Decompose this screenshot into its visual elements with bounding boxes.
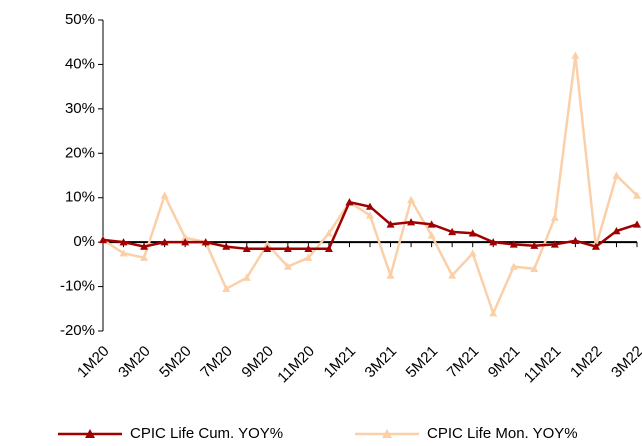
point-marker [489, 309, 498, 317]
point-marker [283, 244, 292, 253]
legend-label: CPIC Life Cum. YOY% [130, 425, 283, 442]
y-tick-label: 30% [65, 100, 95, 117]
point-marker [550, 213, 559, 221]
x-tick-label: 1M21 [321, 343, 360, 382]
point-marker [201, 238, 210, 246]
point-marker [386, 220, 395, 228]
y-tick-label: -20% [60, 322, 95, 339]
y-tick-label: 40% [65, 55, 95, 72]
point-marker [468, 229, 477, 237]
legend-label: CPIC Life Mon. YOY% [427, 425, 578, 442]
x-tick-label: 3M22 [608, 343, 642, 382]
point-marker [119, 249, 128, 257]
point-marker [571, 236, 580, 245]
x-tick-label: 9M21 [485, 343, 524, 382]
point-marker [222, 242, 231, 250]
point-marker [633, 220, 641, 228]
point-marker [571, 51, 580, 59]
point-marker [550, 240, 559, 248]
point-marker [160, 238, 169, 246]
point-marker [263, 240, 272, 248]
point-marker [119, 238, 128, 246]
x-tick-label: 1M20 [74, 343, 113, 382]
point-marker [304, 253, 313, 261]
y-tick-label: 20% [65, 144, 95, 161]
point-marker [612, 227, 621, 235]
point-marker [99, 235, 107, 244]
point-marker [489, 238, 498, 246]
point-marker [448, 227, 457, 236]
x-tick-label: 3M21 [362, 343, 401, 382]
point-marker [468, 249, 477, 257]
x-tick-label: 11M21 [521, 343, 565, 387]
point-marker [386, 271, 395, 279]
point-marker [407, 218, 416, 226]
point-marker [407, 195, 416, 204]
point-marker [324, 244, 333, 253]
point-marker [181, 233, 190, 241]
point-marker [591, 242, 600, 250]
point-marker [140, 253, 149, 261]
legend-marker [382, 429, 392, 438]
point-marker [530, 264, 539, 272]
x-tick-label: 1M22 [567, 343, 606, 382]
point-marker [263, 244, 272, 253]
point-marker [366, 211, 374, 219]
point-marker [242, 244, 251, 253]
point-marker [242, 273, 251, 281]
y-tick-label: -10% [60, 278, 95, 295]
x-tick-label: 5M20 [156, 343, 195, 382]
point-marker [181, 238, 190, 246]
x-tick-label: 7M21 [444, 343, 483, 382]
point-marker [509, 240, 518, 248]
series-line [102, 55, 638, 317]
point-marker [160, 191, 169, 199]
legend-marker [85, 429, 95, 438]
point-marker [530, 241, 539, 249]
point-marker [427, 231, 436, 239]
point-marker [612, 171, 621, 179]
point-marker [345, 198, 354, 206]
point-marker [222, 284, 231, 292]
point-marker [366, 202, 374, 210]
point-marker [324, 229, 333, 237]
point-marker [427, 220, 436, 228]
y-tick-label: 0% [73, 233, 95, 250]
point-marker [633, 191, 641, 199]
point-marker [140, 242, 149, 250]
point-marker [283, 262, 292, 270]
x-tick-label: 9M20 [238, 343, 277, 382]
y-tick-label: 50% [65, 11, 95, 28]
x-tick-label: 7M20 [197, 343, 236, 382]
x-tick-label: 11M20 [274, 343, 318, 387]
point-marker [448, 271, 457, 279]
point-marker [304, 244, 313, 253]
y-tick-label: 10% [65, 189, 95, 206]
point-marker [509, 262, 518, 270]
x-tick-label: 5M21 [403, 343, 442, 382]
x-tick-label: 3M20 [115, 343, 154, 382]
